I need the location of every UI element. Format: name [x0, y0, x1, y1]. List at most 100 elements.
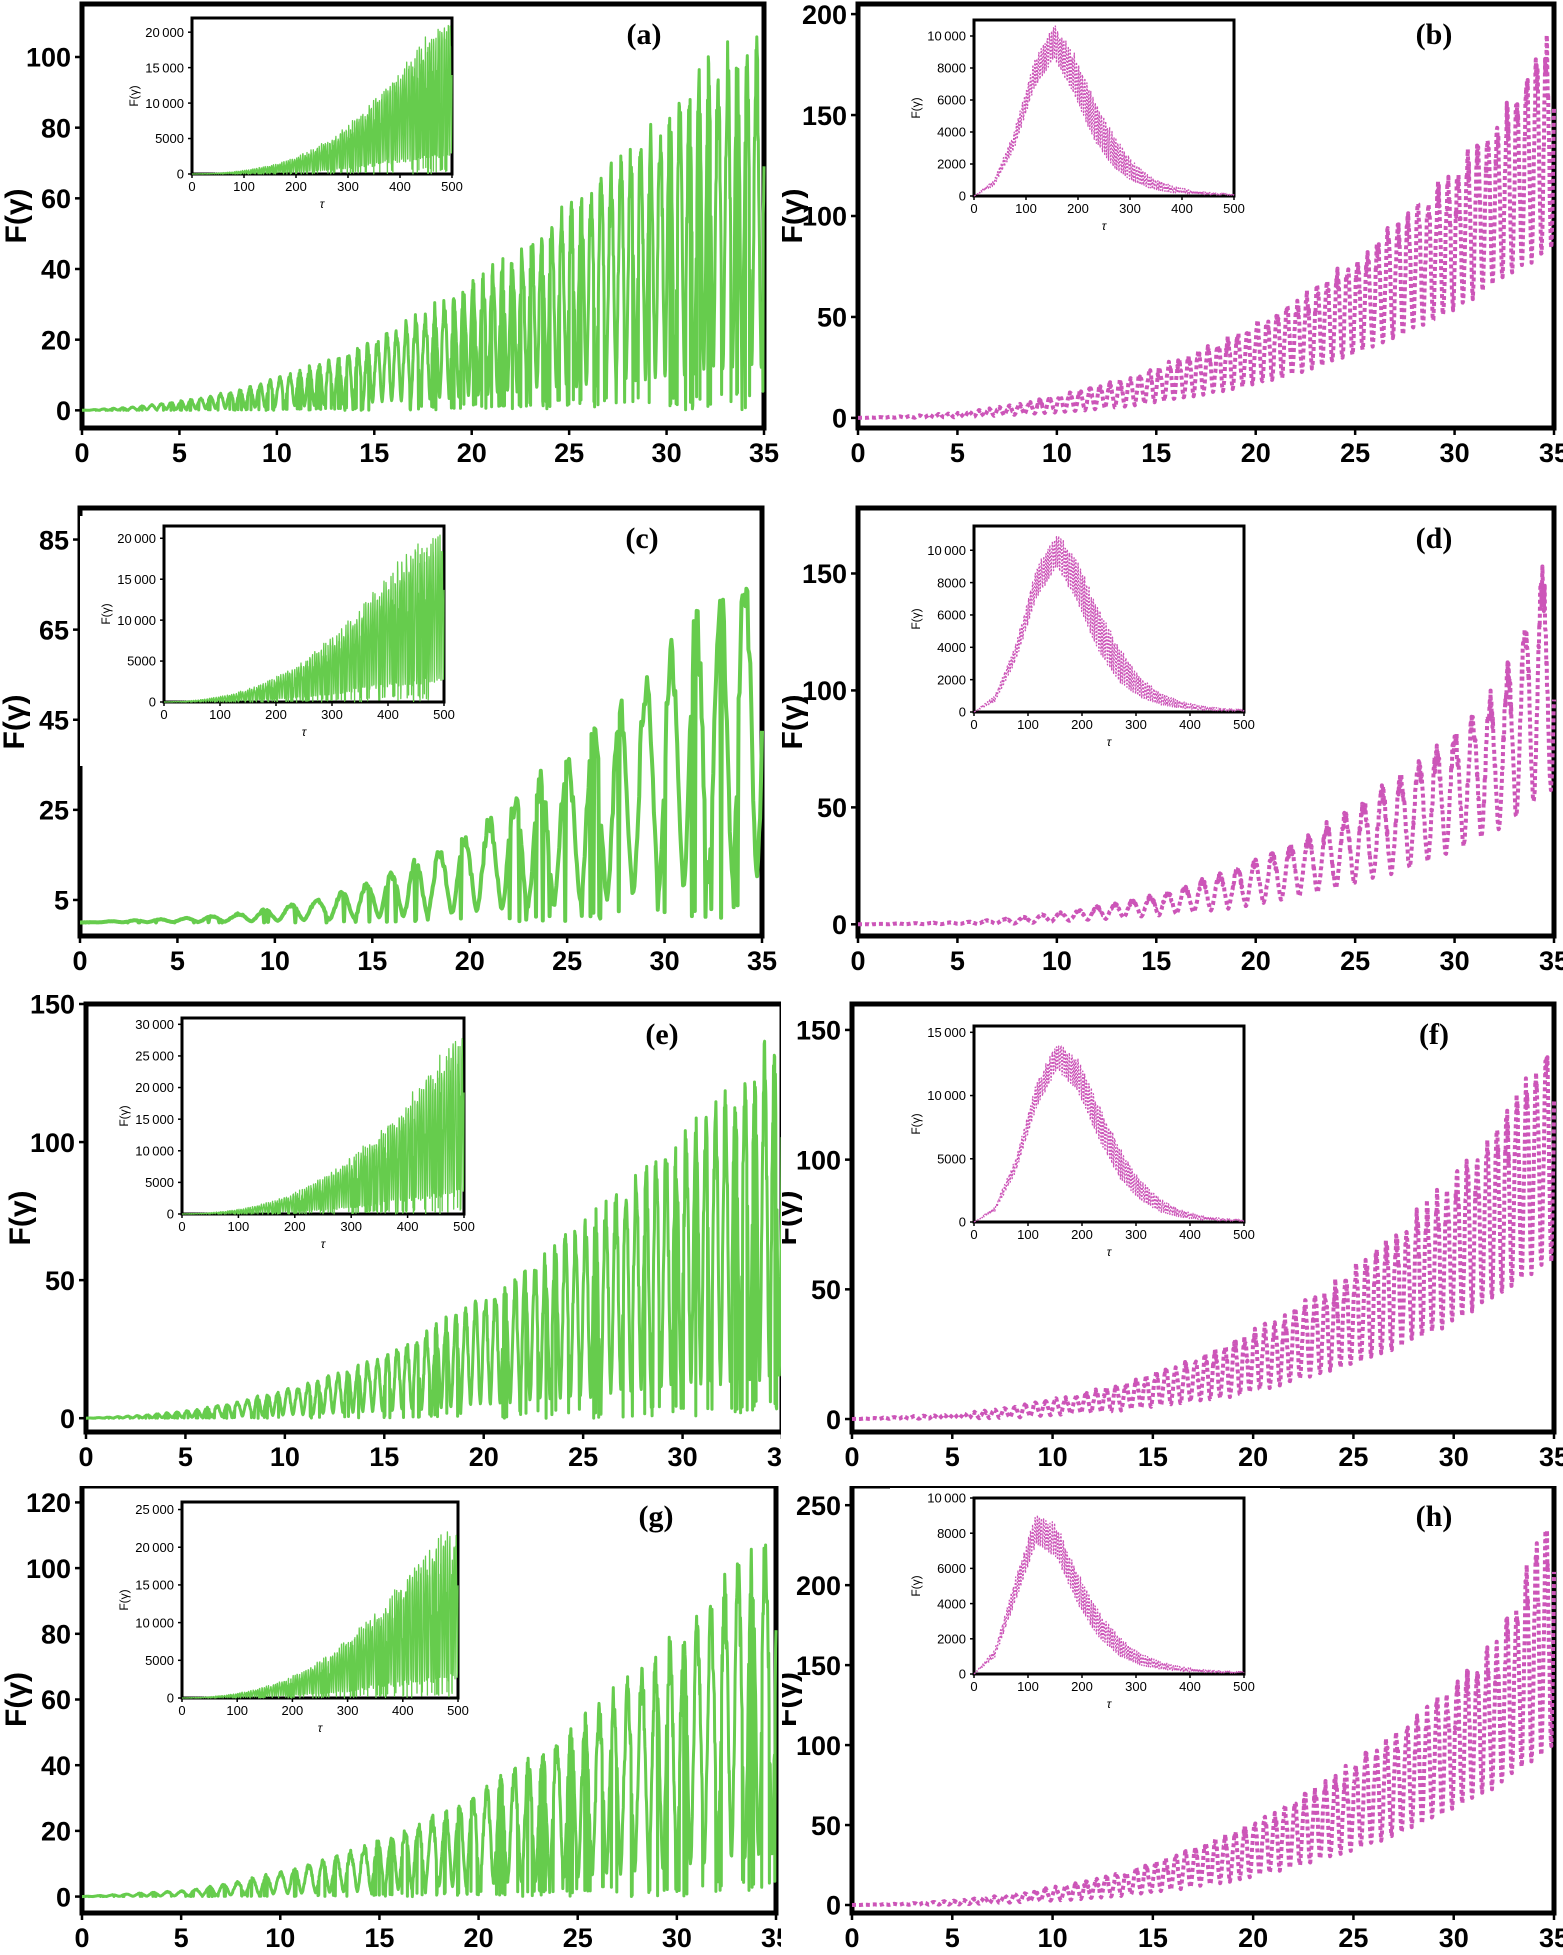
inset-x-tick-label: 100 — [1015, 201, 1037, 216]
y-tick-label: 0 — [826, 1891, 841, 1921]
x-tick-label: 10 — [1042, 946, 1072, 976]
x-tick-label: 20 — [457, 438, 487, 468]
inset-x-tick-label: 300 — [340, 1219, 362, 1234]
inset-y-tick-label: 0 — [149, 695, 156, 710]
inset-plot: 0 100 200 300 400 500 0 2000 4000 6000 8000 10 000 τ… — [890, 516, 1280, 776]
x-tick-label: 20 — [455, 946, 485, 976]
inset-y-axis-label: F(γ) — [909, 97, 923, 118]
x-tick-label: 30 — [662, 1923, 692, 1953]
x-tick-label: 15 — [1138, 1923, 1168, 1953]
inset-y-tick-label: 6000 — [937, 93, 966, 108]
x-tick-label: 20 — [469, 1442, 499, 1472]
inset-y-tick-label: 0 — [959, 189, 966, 204]
inset-x-tick-label: 400 — [1179, 1679, 1201, 1694]
inset-x-tick-label: 500 — [1233, 1679, 1255, 1694]
inset-x-axis-label: τ — [1102, 219, 1108, 233]
inset-y-tick-label: 20 000 — [135, 1080, 174, 1095]
inset-y-tick-label: 4000 — [937, 125, 966, 140]
series-line — [80, 1543, 778, 1899]
inset-frame — [972, 1024, 1246, 1224]
inset-x-tick-label: 300 — [1125, 717, 1147, 732]
inset-x-tick-label: 300 — [337, 179, 359, 194]
inset-x-tick-label: 500 — [441, 179, 463, 194]
y-tick-label: 50 — [817, 793, 847, 823]
inset-y-axis-label: F(γ) — [127, 85, 141, 106]
inset-x-tick-label: 300 — [337, 1703, 359, 1718]
inset-x-tick-label: 100 — [209, 707, 231, 722]
y-tick-label: 100 — [802, 202, 847, 232]
inset-x-tick-label: 0 — [970, 1227, 977, 1242]
x-tick-label: 15 — [369, 1442, 399, 1472]
y-tick-label: 80 — [41, 113, 71, 143]
y-tick-label: 65 — [39, 615, 69, 645]
panel-a: 0 5 10 15 20 25 30 35 0 20 40 60 80 100 τ F(γ) (a) 0 100 20… — [0, 1, 779, 488]
inset-y-tick-label: 2000 — [937, 672, 966, 687]
inset-x-tick-label: 500 — [433, 707, 455, 722]
inset-y-tick-label: 0 — [177, 167, 184, 182]
y-tick-label: 120 — [26, 1488, 71, 1518]
y-tick-label: 100 — [802, 676, 847, 706]
x-tick-label: 25 — [1340, 438, 1370, 468]
x-tick-label: 10 — [260, 946, 290, 976]
y-tick-label: 100 — [796, 1145, 841, 1175]
y-tick-label: 40 — [41, 1751, 71, 1781]
y-axis-label: F(γ) — [782, 1672, 803, 1727]
inset-x-tick-label: 300 — [1119, 201, 1141, 216]
panel-d: 0 5 10 15 20 25 30 35 0 50 100 150 τ F(γ) (d) 0 100 200 30… — [782, 505, 1563, 976]
inset-x-tick-label: 500 — [453, 1219, 475, 1234]
x-tick-label: 35 — [747, 946, 777, 976]
inset-y-axis-label: F(γ) — [909, 1575, 923, 1596]
series-line — [79, 586, 764, 925]
y-tick-label: 80 — [41, 1620, 71, 1650]
inset-x-tick-label: 100 — [226, 1703, 248, 1718]
x-tick-label: 35 — [1539, 946, 1563, 976]
panel-b: 0 5 10 15 20 25 30 35 0 50 100 150 200 τ F(γ) (b) 0 100 20… — [782, 0, 1563, 488]
x-tick-label: 20 — [1238, 1923, 1268, 1953]
inset-y-tick-label: 5000 — [155, 131, 184, 146]
inset-y-tick-label: 20 000 — [145, 25, 184, 40]
inset-x-tick-label: 500 — [1233, 1227, 1255, 1242]
inset-x-tick-label: 400 — [397, 1219, 419, 1234]
y-tick-label: 0 — [56, 1882, 71, 1912]
x-tick-label: 15 — [364, 1923, 394, 1953]
x-tick-label: 30 — [652, 438, 682, 468]
series-line — [850, 1528, 1556, 1907]
inset-y-tick-label: 8000 — [937, 1526, 966, 1541]
inset-plot: 0 100 200 300 400 500 0 2000 4000 6000 8000 10 000 τ… — [890, 10, 1270, 260]
x-tick-label: 25 — [568, 1442, 598, 1472]
y-axis-label: F(γ) — [0, 189, 33, 244]
x-tick-label: 30 — [668, 1442, 698, 1472]
inset-y-tick-label: 4000 — [937, 1596, 966, 1611]
y-tick-label: 50 — [45, 1266, 75, 1296]
x-tick-label: 0 — [850, 438, 865, 468]
inset-y-tick-label: 4000 — [937, 640, 966, 655]
inset-x-axis-label: τ — [1107, 1697, 1113, 1711]
y-axis-label: F(γ) — [0, 1672, 33, 1727]
inset-x-axis-label: τ — [320, 197, 326, 211]
y-tick-label: 100 — [26, 1554, 71, 1584]
inset-x-tick-label: 400 — [392, 1703, 414, 1718]
inset-frame — [972, 1496, 1246, 1676]
inset-y-axis-label: F(γ) — [117, 1105, 131, 1126]
inset-x-tick-label: 0 — [970, 1679, 977, 1694]
x-tick-label: 30 — [1439, 1442, 1469, 1472]
x-tick-label: 5 — [950, 946, 965, 976]
inset-x-tick-label: 200 — [1071, 1227, 1093, 1242]
inset-x-tick-label: 200 — [1067, 201, 1089, 216]
inset-y-tick-label: 25 000 — [135, 1502, 174, 1517]
inset-x-axis-label: τ — [321, 1237, 327, 1251]
panel-f: 0 5 10 15 20 25 30 35 0 50 100 150 τ F(γ) (f) 0 100 200 30… — [782, 1001, 1563, 1472]
inset-x-tick-label: 200 — [282, 1703, 304, 1718]
x-tick-label: 25 — [1340, 946, 1370, 976]
panel-label: (d) — [1416, 522, 1453, 555]
x-tick-label: 10 — [265, 1923, 295, 1953]
inset-series-line — [973, 535, 1245, 713]
series-line — [80, 35, 766, 412]
y-tick-label: 100 — [30, 1128, 75, 1158]
inset-series-line — [163, 534, 445, 703]
inset-y-axis-label: F(γ) — [99, 603, 113, 624]
panel-label: (b) — [1416, 18, 1453, 51]
